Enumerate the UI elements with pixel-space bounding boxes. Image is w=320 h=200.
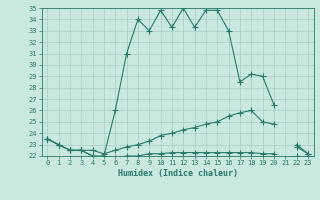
X-axis label: Humidex (Indice chaleur): Humidex (Indice chaleur) — [118, 169, 237, 178]
